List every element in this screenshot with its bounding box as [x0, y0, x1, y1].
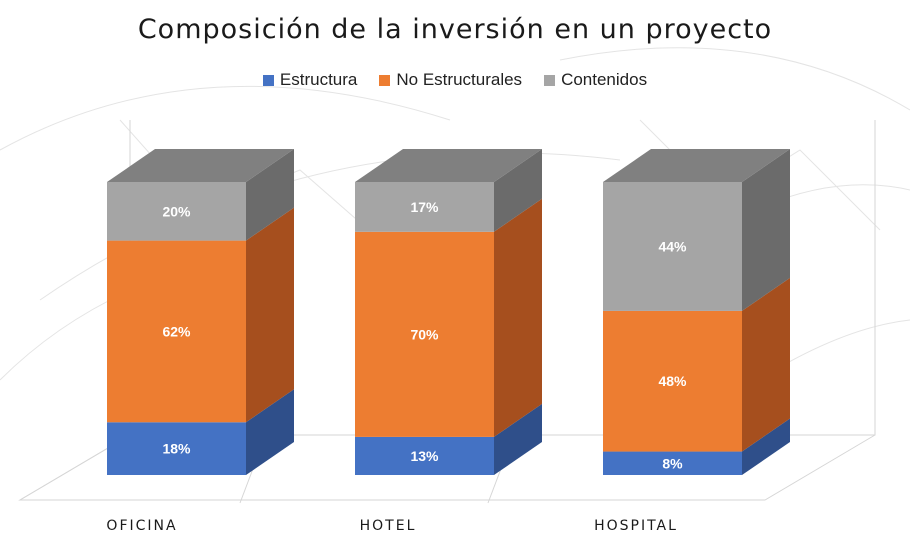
legend-item-estructura: Estructura: [262, 70, 358, 90]
legend-label-estructura: Estructura: [279, 70, 358, 89]
bar-hotel-estructura-side: [494, 403, 542, 475]
bar-oficina-no-estructurales-front: [107, 240, 246, 423]
legend-swatch-no-estructurales: [379, 74, 391, 86]
bar-hotel-contenidos-top: [355, 149, 542, 182]
bar-hospital-contenidos-label: 44%: [658, 238, 687, 254]
bar-hospital-no-estructurales-front: [603, 310, 742, 452]
bars-group: [107, 149, 790, 475]
bar-hotel-contenidos-front: [355, 182, 494, 232]
bar-oficina-contenidos-front: [107, 182, 246, 241]
legend-swatch-estructura: [262, 74, 274, 86]
legend-item-no-estructurales: No Estructurales: [379, 70, 522, 90]
bar-hospital-estructura-label: 8%: [662, 455, 683, 471]
category-labels-group: OFICINA HOTEL HOSPITAL: [106, 518, 678, 534]
bar-oficina-estructura-front: [107, 422, 246, 475]
bar-hotel-contenidos-label: 17%: [410, 199, 439, 215]
legend-item-contenidos: Contenidos: [544, 70, 647, 90]
bar-hospital-contenidos-front: [603, 182, 742, 311]
bar-hotel-estructura-front: [355, 436, 494, 475]
bar-hospital-no-estructurales-side: [742, 277, 790, 452]
legend-label-contenidos: Contenidos: [561, 70, 648, 89]
bar-hospital-no-estructurales-label: 48%: [658, 373, 687, 389]
chart-title: Composición de la inversión en un proyec…: [137, 14, 773, 45]
bar-hotel-no-estructurales-side: [494, 198, 542, 437]
segment-labels-group: 18% 62% 20% 13% 70% 17% 8% 48% 44%: [162, 199, 687, 471]
category-label-oficina: OFICINA: [106, 518, 177, 534]
bar-hotel-no-estructurales-front: [355, 231, 494, 437]
bar-hospital-estructura-side: [742, 418, 790, 475]
category-label-hotel: HOTEL: [360, 518, 417, 534]
bar-oficina-contenidos-label: 20%: [162, 203, 191, 219]
legend-label-no-estructurales: No Estructurales: [396, 70, 523, 89]
bar-hospital-contenidos-side: [742, 149, 790, 311]
bar-oficina-contenidos-top: [107, 149, 294, 182]
legend-swatch-contenidos: [544, 74, 556, 86]
bar-hotel-estructura-label: 13%: [410, 448, 439, 464]
bar-hospital-estructura-front: [603, 451, 742, 475]
category-label-hospital: HOSPITAL: [594, 518, 678, 534]
bar-hotel-contenidos-side: [494, 149, 542, 232]
bar-oficina-estructura-side: [246, 389, 294, 475]
bar-oficina-no-estructurales-label: 62%: [162, 323, 191, 339]
bar-oficina-no-estructurales-side: [246, 207, 294, 423]
bar-hotel-no-estructurales-label: 70%: [410, 326, 439, 342]
bar-oficina-contenidos-side: [246, 149, 294, 241]
legend: Estructura No Estructurales Contenidos: [0, 70, 910, 90]
bar-hospital-contenidos-top: [603, 149, 790, 182]
bar-oficina-estructura-label: 18%: [162, 441, 191, 457]
